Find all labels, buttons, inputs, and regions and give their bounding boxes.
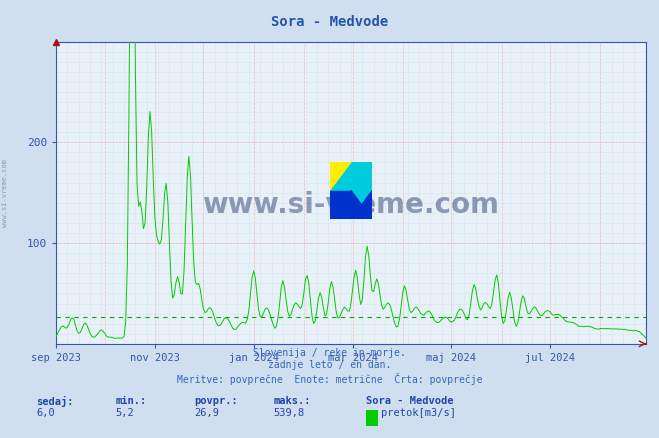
Text: Meritve: povprečne  Enote: metrične  Črta: povprečje: Meritve: povprečne Enote: metrične Črta:… bbox=[177, 373, 482, 385]
Text: www.si-vreme.com: www.si-vreme.com bbox=[202, 191, 500, 219]
Polygon shape bbox=[330, 162, 351, 191]
Text: 5,2: 5,2 bbox=[115, 408, 134, 418]
Text: Sora - Medvode: Sora - Medvode bbox=[271, 15, 388, 29]
Text: 26,9: 26,9 bbox=[194, 408, 219, 418]
Text: 539,8: 539,8 bbox=[273, 408, 304, 418]
Text: 6,0: 6,0 bbox=[36, 408, 55, 418]
Polygon shape bbox=[330, 162, 351, 191]
Text: Slovenija / reke in morje.: Slovenija / reke in morje. bbox=[253, 348, 406, 358]
Polygon shape bbox=[330, 191, 351, 219]
Text: zadnje leto / en dan.: zadnje leto / en dan. bbox=[268, 360, 391, 371]
Text: Sora - Medvode: Sora - Medvode bbox=[366, 396, 453, 406]
Text: www.si-vreme.com: www.si-vreme.com bbox=[2, 159, 9, 227]
Polygon shape bbox=[351, 191, 372, 219]
Text: povpr.:: povpr.: bbox=[194, 396, 238, 406]
Text: sedaj:: sedaj: bbox=[36, 396, 74, 407]
Polygon shape bbox=[330, 191, 351, 219]
Polygon shape bbox=[330, 162, 372, 219]
Text: pretok[m3/s]: pretok[m3/s] bbox=[381, 408, 456, 418]
Polygon shape bbox=[351, 162, 372, 191]
Polygon shape bbox=[351, 162, 372, 191]
Polygon shape bbox=[351, 191, 372, 219]
Text: maks.:: maks.: bbox=[273, 396, 311, 406]
Text: min.:: min.: bbox=[115, 396, 146, 406]
